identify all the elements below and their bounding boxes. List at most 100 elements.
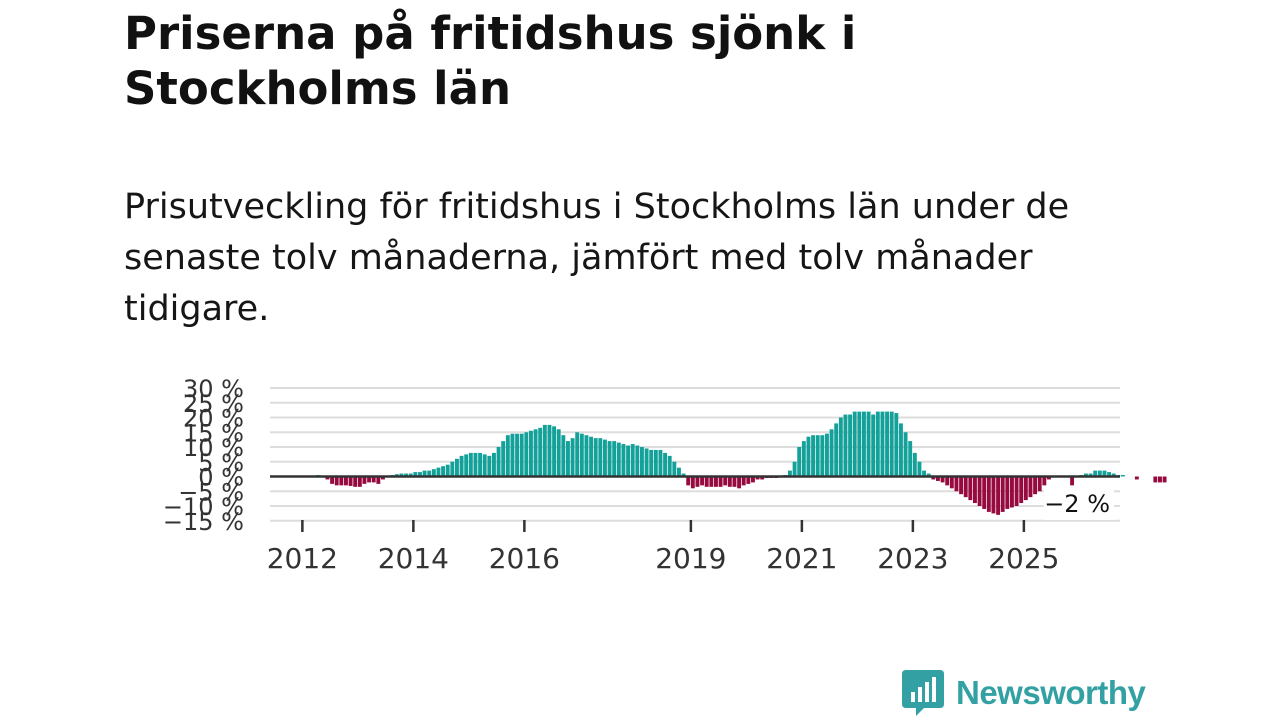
bar bbox=[686, 476, 691, 486]
bar bbox=[399, 473, 404, 477]
bar bbox=[357, 476, 362, 487]
bar bbox=[468, 452, 473, 477]
bar bbox=[806, 436, 811, 477]
bar bbox=[339, 476, 344, 486]
bar bbox=[612, 441, 617, 477]
y-tick-label: 15 % bbox=[183, 419, 244, 447]
bar bbox=[1010, 476, 1014, 508]
bars bbox=[316, 411, 1167, 515]
bar bbox=[936, 476, 940, 481]
bar bbox=[1000, 476, 1005, 512]
y-tick-label: 25 % bbox=[183, 390, 244, 418]
bar bbox=[677, 467, 681, 477]
bar bbox=[630, 444, 635, 477]
bar bbox=[788, 470, 792, 477]
bar bbox=[1023, 476, 1028, 501]
y-tick-label: −15 % bbox=[163, 508, 244, 536]
bar bbox=[801, 441, 806, 477]
bar bbox=[589, 436, 594, 477]
x-tick-label: 2014 bbox=[378, 542, 449, 575]
bar bbox=[963, 476, 968, 498]
bar bbox=[996, 476, 1001, 515]
bar bbox=[445, 464, 450, 477]
bar bbox=[556, 429, 561, 477]
bar bbox=[566, 441, 570, 477]
bar bbox=[940, 476, 945, 483]
bar bbox=[737, 476, 742, 489]
bar bbox=[473, 452, 478, 477]
bar bbox=[1153, 476, 1158, 483]
bar bbox=[515, 433, 520, 477]
bar bbox=[986, 476, 991, 512]
bar bbox=[922, 470, 927, 477]
bar bbox=[741, 476, 746, 486]
bar bbox=[681, 473, 686, 477]
bar bbox=[505, 435, 510, 477]
bar bbox=[1134, 476, 1139, 480]
bar bbox=[1070, 476, 1075, 486]
bar bbox=[968, 476, 973, 501]
bar bbox=[482, 454, 487, 477]
bar bbox=[704, 476, 709, 487]
bar bbox=[834, 423, 839, 477]
x-tick-label: 2019 bbox=[655, 542, 726, 575]
bar bbox=[547, 424, 552, 477]
bar bbox=[760, 476, 765, 480]
bar bbox=[441, 466, 446, 477]
bar bbox=[945, 476, 950, 486]
bar bbox=[427, 470, 432, 477]
bar bbox=[598, 438, 603, 477]
bar bbox=[459, 455, 464, 477]
bar bbox=[797, 447, 802, 477]
bar bbox=[829, 429, 834, 477]
bar bbox=[1037, 476, 1042, 492]
bar bbox=[751, 476, 755, 483]
bar bbox=[575, 432, 580, 477]
bar bbox=[959, 476, 964, 495]
bar bbox=[653, 449, 658, 477]
y-tick-label: 30 % bbox=[183, 375, 244, 403]
bar bbox=[926, 473, 931, 477]
bar bbox=[746, 476, 751, 484]
bar bbox=[1028, 476, 1033, 498]
bar bbox=[330, 476, 335, 484]
bar bbox=[353, 476, 358, 487]
bar bbox=[991, 476, 996, 514]
bar bbox=[422, 470, 427, 477]
bar bbox=[519, 433, 524, 477]
bar bbox=[1111, 473, 1116, 477]
x-axis: 2012 2014 2016 2019 2021 2023 2025 bbox=[267, 520, 1060, 575]
bar bbox=[889, 411, 894, 477]
bar bbox=[542, 424, 547, 477]
bar bbox=[899, 423, 903, 477]
bar bbox=[857, 411, 862, 477]
bar bbox=[912, 452, 917, 477]
bar bbox=[1097, 470, 1102, 477]
bar bbox=[866, 411, 871, 477]
page-title: Priserna på fritidshus sjönk i Stockholm… bbox=[124, 7, 857, 115]
bar bbox=[1033, 476, 1038, 495]
bar bbox=[982, 476, 987, 509]
bar bbox=[1047, 476, 1051, 480]
bar bbox=[825, 433, 829, 477]
bar-chart-speech-bubble-icon bbox=[902, 670, 944, 716]
bar bbox=[418, 472, 422, 477]
brand-logo: Newsworthy bbox=[902, 670, 1146, 716]
x-tick-label: 2021 bbox=[766, 542, 837, 575]
bar bbox=[455, 458, 459, 477]
bar bbox=[344, 476, 348, 486]
bar bbox=[570, 438, 575, 477]
bar bbox=[672, 461, 677, 477]
bar bbox=[714, 476, 718, 487]
bar bbox=[1158, 476, 1162, 483]
bar bbox=[690, 476, 695, 489]
bar bbox=[1005, 476, 1010, 509]
bar bbox=[875, 411, 880, 477]
bar bbox=[917, 461, 922, 477]
bar bbox=[334, 476, 339, 486]
bar bbox=[413, 472, 418, 477]
bar bbox=[667, 455, 672, 477]
bar bbox=[885, 411, 890, 477]
annotation-background bbox=[1044, 488, 1114, 520]
bar bbox=[1019, 476, 1024, 504]
